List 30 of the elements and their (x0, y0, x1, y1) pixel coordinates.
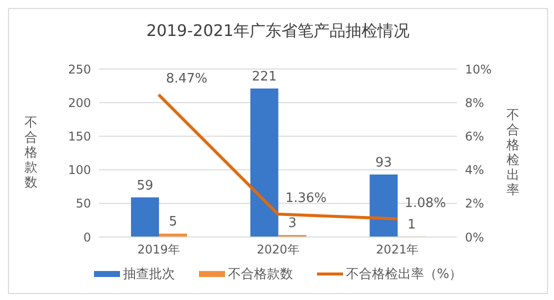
data-label: 1.36% (285, 191, 327, 206)
y-tick-label: 0 (83, 230, 91, 244)
legend-label: 不合格款数 (228, 266, 293, 283)
y2-tick-label: 6% (465, 129, 484, 144)
data-label: 5 (168, 214, 178, 230)
y2-tick-label: 4% (465, 163, 484, 178)
y-tick-label: 50 (76, 196, 91, 211)
y2-tick-label: 0% (465, 230, 484, 244)
x-tick-label: 2019年 (137, 242, 180, 257)
y-tick-label: 150 (68, 129, 91, 144)
legend-label: 抽查批次 (122, 266, 175, 283)
x-tick-label: 2020年 (256, 242, 300, 257)
y2-tick-label: 10% (465, 62, 492, 76)
data-label: 59 (136, 178, 154, 194)
y-axis-title: 不合格款数 (24, 116, 38, 191)
chart-title: 2019-2021年广东省笔产品抽检情况 (145, 20, 411, 42)
data-label: 93 (375, 156, 392, 171)
x-tick-label: 2021年 (376, 242, 419, 257)
y-tick-label: 100 (68, 163, 91, 178)
data-label: 221 (252, 69, 277, 84)
y-tick-label: 250 (68, 62, 91, 76)
legend-label: 不合格检出率（%） (346, 266, 462, 283)
y2-tick-label: 8% (465, 96, 484, 110)
data-label: 1.08% (404, 196, 446, 211)
y-tick-label: 200 (68, 96, 91, 110)
data-label: 3 (288, 216, 296, 231)
y2-tick-label: 2% (465, 196, 484, 211)
y2-axis-title: 不合格检出率 (506, 108, 520, 198)
data-label: 8.47% (166, 72, 208, 87)
data-label: 1 (408, 217, 416, 232)
